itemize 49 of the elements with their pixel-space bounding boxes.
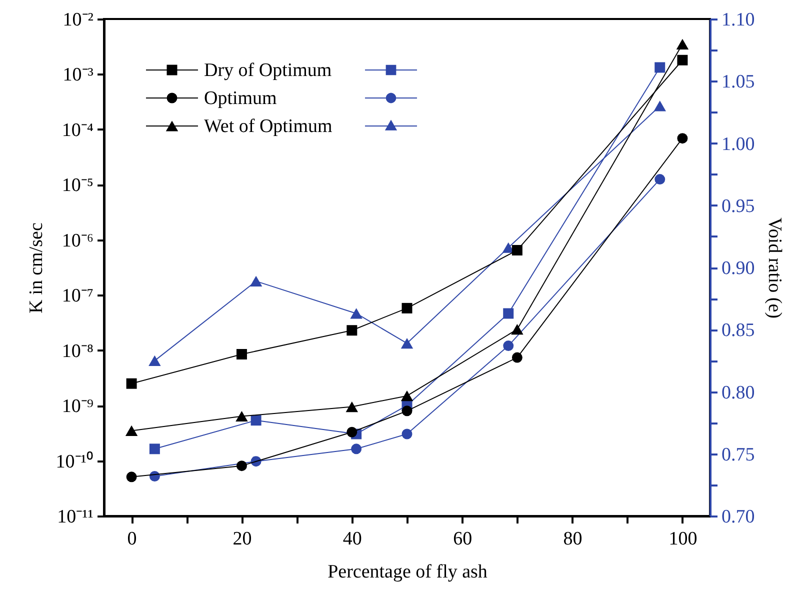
point (400, 390, 414, 402)
y-tick-label: 10⁻² (62, 10, 94, 30)
point (677, 133, 688, 144)
y-tick-label: 10⁻⁷ (62, 286, 94, 307)
point (512, 244, 522, 256)
x-tick-label: 20 (232, 528, 252, 550)
y2-tick-label: 0.75 (722, 444, 755, 466)
y2-tick-label: 1.10 (722, 10, 755, 30)
point (236, 348, 247, 360)
y-tick-label: 10⁻¹¹ (57, 506, 94, 528)
point (512, 352, 522, 363)
legend-label: Dry of Optimum (204, 60, 332, 81)
y-tick-label: 10⁻⁴ (62, 120, 94, 141)
point (236, 460, 247, 472)
y-tick-label: 10⁻⁵ (62, 175, 94, 196)
x-tick-label: 80 (563, 528, 582, 550)
legend-label: Optimum (204, 88, 278, 109)
y2-tick-label: 0.95 (722, 196, 755, 217)
y2-axis-title: Void ratio (e) (764, 218, 785, 318)
x-tick-label: 40 (342, 528, 362, 550)
y-tick-label: 10⁻⁸ (62, 340, 94, 362)
y2-tick-label: 0.70 (722, 506, 755, 528)
y-tick-label: 10⁻³ (62, 64, 94, 86)
point (346, 325, 358, 336)
point (126, 378, 137, 389)
point (346, 401, 358, 412)
y-axis-title: K in cm/sec (26, 222, 47, 314)
point (677, 54, 688, 66)
point (236, 410, 248, 422)
point (126, 472, 137, 482)
y2-tick-label: 1.00 (722, 134, 755, 155)
point (402, 406, 412, 416)
x-tick-label: 100 (668, 528, 698, 550)
x-axis-title: Percentage of fly ash (328, 562, 488, 582)
legend-label: Wet of Optimum (204, 116, 333, 137)
y-tick-label: 10⁻¹⁰ (56, 450, 94, 472)
x-tick-label: 0 (127, 528, 137, 550)
point (402, 302, 412, 314)
y-tick-label: 10⁻⁹ (62, 396, 94, 418)
point (511, 324, 524, 335)
point (346, 426, 358, 438)
x-tick-label: 60 (453, 528, 472, 550)
y2-tick-label: 1.05 (722, 72, 755, 93)
point (676, 38, 689, 50)
y-tick-label: 10⁻⁶ (62, 230, 94, 252)
point (125, 425, 138, 436)
y2-tick-label: 0.80 (722, 382, 755, 404)
y2-tick-label: 0.90 (722, 258, 755, 279)
y2-tick-label: 0.85 (722, 320, 755, 342)
